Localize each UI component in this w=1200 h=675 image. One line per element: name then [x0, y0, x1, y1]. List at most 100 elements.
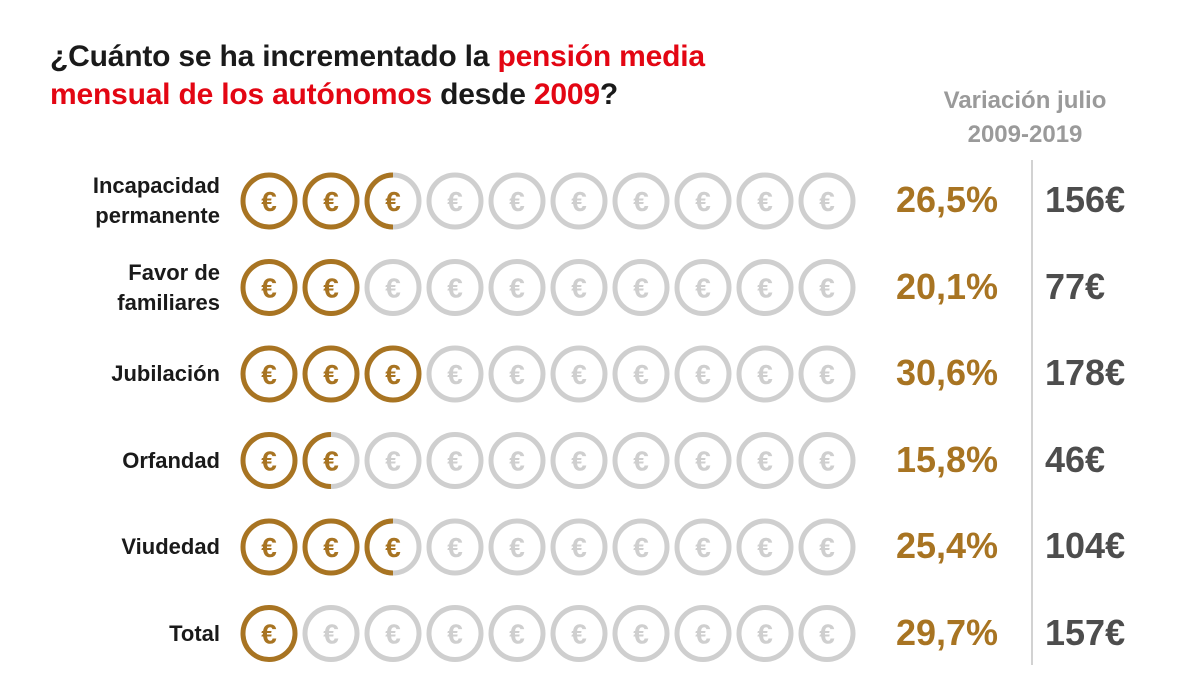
coin-filled: € — [364, 345, 422, 403]
coin-filled: € — [240, 172, 298, 230]
coin-empty: € — [736, 172, 794, 230]
coin-filled: € — [240, 345, 298, 403]
coin-filled: € — [302, 172, 360, 230]
svg-text:€: € — [261, 186, 277, 217]
coin-empty: € — [674, 605, 732, 662]
title-line-1: ¿Cuánto se ha incrementado la pensión me… — [50, 38, 705, 76]
svg-text:€: € — [261, 532, 277, 563]
variation-header: Variación julio 2009-2019 — [905, 84, 1145, 152]
svg-text:€: € — [385, 446, 401, 477]
svg-text:€: € — [571, 186, 587, 217]
svg-text:€: € — [571, 532, 587, 563]
coin-filled: € — [240, 432, 298, 489]
svg-text:€: € — [261, 273, 277, 304]
svg-text:€: € — [819, 273, 835, 304]
coin-empty: € — [612, 345, 670, 403]
coin-empty: € — [612, 518, 670, 576]
row-label-line-1: Jubilación — [111, 361, 220, 386]
variation-header-line-2: 2009-2019 — [967, 121, 1083, 148]
svg-text:€: € — [323, 359, 339, 390]
svg-text:€: € — [633, 619, 649, 650]
coin-row: € € € € € € € € € € — [240, 432, 856, 489]
coin-row: € € € € € € € € € € — [240, 518, 856, 576]
coin-filled: € — [302, 259, 360, 316]
svg-text:€: € — [633, 186, 649, 217]
title-highlight-year: 2009 — [533, 78, 600, 111]
coin-empty: € — [488, 345, 546, 403]
coin-empty: € — [302, 605, 360, 662]
svg-text:€: € — [509, 446, 525, 477]
svg-text:€: € — [323, 619, 339, 650]
variation-header-line-1: Variación julio — [943, 87, 1107, 114]
percent-label: 20,1% — [895, 265, 999, 307]
svg-text:€: € — [757, 359, 773, 390]
percent-label: 26,5% — [895, 179, 999, 220]
coin-empty: € — [550, 345, 608, 403]
coin-empty: € — [798, 518, 856, 576]
svg-text:€: € — [385, 619, 401, 650]
percent-label: 25,4% — [895, 525, 999, 566]
coin-empty: € — [426, 345, 484, 403]
coin-empty: € — [674, 518, 732, 576]
svg-text:€: € — [447, 446, 463, 477]
coin-empty: € — [488, 605, 546, 662]
title-part-1: ¿Cuánto se ha incrementado la — [50, 40, 498, 73]
coin-empty: € — [798, 345, 856, 403]
amount-label: 178€ — [1045, 352, 1126, 393]
coin-empty: € — [736, 432, 794, 489]
coin-empty: € — [736, 605, 794, 662]
svg-text:€: € — [571, 359, 587, 390]
svg-text:€: € — [323, 446, 339, 477]
coin-empty: € — [612, 172, 670, 230]
svg-text:€: € — [757, 186, 773, 217]
row-label: Orfandad — [20, 446, 220, 476]
svg-text:€: € — [261, 359, 277, 390]
svg-text:€: € — [757, 446, 773, 477]
amount-label: 156€ — [1045, 179, 1126, 220]
svg-text:€: € — [385, 186, 401, 217]
svg-text:€: € — [509, 359, 525, 390]
coin-empty: € — [550, 605, 608, 662]
coin-empty: € — [426, 172, 484, 230]
coin-empty: € — [550, 518, 608, 576]
coin-empty: € — [550, 432, 608, 489]
coin-row: € € € € € € € € € € — [240, 345, 856, 403]
coin-filled: € — [240, 259, 298, 316]
svg-text:€: € — [447, 186, 463, 217]
row-label: Jubilación — [20, 359, 220, 389]
svg-text:€: € — [447, 273, 463, 304]
svg-text:€: € — [323, 273, 339, 304]
svg-text:€: € — [385, 359, 401, 390]
coin-empty: € — [488, 259, 546, 316]
svg-text:€: € — [385, 532, 401, 563]
svg-text:€: € — [447, 619, 463, 650]
svg-text:€: € — [633, 273, 649, 304]
svg-text:€: € — [323, 186, 339, 217]
title-part-4: desde — [431, 78, 534, 111]
coin-empty: € — [426, 605, 484, 662]
coin-half: € — [364, 518, 422, 576]
column-divider — [1031, 160, 1033, 665]
svg-text:€: € — [819, 359, 835, 390]
row-label-line-1: Favor de — [128, 259, 220, 285]
svg-text:€: € — [261, 446, 277, 477]
row-label: Total — [20, 619, 220, 649]
percent-label: 29,7% — [895, 611, 999, 653]
title-highlight-autonomos: mensual de los autónomos — [50, 78, 432, 111]
coin-empty: € — [674, 345, 732, 403]
row-label-line-1: Total — [169, 620, 220, 646]
coin-empty: € — [364, 432, 422, 489]
coin-filled: € — [240, 605, 298, 662]
svg-text:€: € — [695, 532, 711, 563]
coin-row: € € € € € € € € € € — [240, 259, 856, 316]
svg-text:€: € — [509, 273, 525, 304]
amount-label: 157€ — [1045, 611, 1126, 653]
coin-empty: € — [736, 345, 794, 403]
svg-text:€: € — [571, 446, 587, 477]
coin-empty: € — [364, 605, 422, 662]
svg-text:€: € — [819, 619, 835, 650]
coin-empty: € — [364, 259, 422, 316]
coin-empty: € — [736, 259, 794, 316]
svg-text:€: € — [633, 532, 649, 563]
svg-text:€: € — [447, 532, 463, 563]
